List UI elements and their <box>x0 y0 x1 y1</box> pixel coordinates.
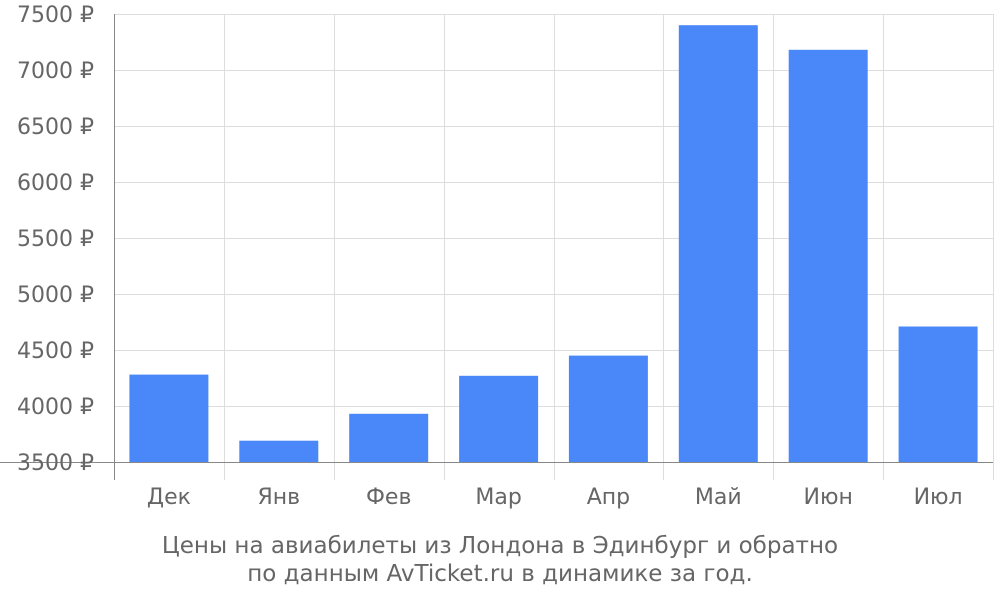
bar-5 <box>568 355 648 462</box>
bar-6 <box>678 25 758 462</box>
axes <box>0 14 993 480</box>
bar-3 <box>349 413 429 462</box>
grid-lines <box>114 14 994 480</box>
y-tick-label: 3500 ₽ <box>17 451 94 476</box>
bar-7 <box>788 49 868 463</box>
x-tick-label: Май <box>695 485 742 510</box>
bar-8 <box>898 326 978 462</box>
bar-1 <box>129 374 209 462</box>
y-tick-label: 6500 ₽ <box>17 115 94 140</box>
x-tick-label: Июл <box>914 485 963 510</box>
x-tick-label: Фев <box>366 485 411 510</box>
bar-4 <box>459 375 539 462</box>
chart-caption: Цены на авиабилеты из Лондона в Эдинбург… <box>0 532 1000 588</box>
x-tick-label: Июн <box>804 485 853 510</box>
caption-line-1: Цены на авиабилеты из Лондона в Эдинбург… <box>161 533 839 559</box>
x-tick-labels: Дек Янв Фев Мар Апр Май Июн Июл <box>147 485 963 510</box>
x-tick-label: Апр <box>587 485 630 510</box>
x-tick-label: Дек <box>147 485 191 510</box>
y-tick-label: 6000 ₽ <box>17 171 94 196</box>
y-tick-label: 4500 ₽ <box>17 339 94 364</box>
bars <box>129 25 978 463</box>
y-tick-label: 7000 ₽ <box>17 59 94 84</box>
y-tick-label: 5500 ₽ <box>17 227 94 252</box>
y-tick-label: 4000 ₽ <box>17 395 94 420</box>
x-tick-label: Янв <box>257 485 300 510</box>
x-tick-label: Мар <box>475 485 521 510</box>
bar-2 <box>239 440 319 462</box>
caption-line-2: по данным AvTicket.ru в динамике за год. <box>247 561 753 587</box>
y-tick-labels: 3500 ₽ 4000 ₽ 4500 ₽ 5000 ₽ 5500 ₽ 6000 ₽ 6500… <box>17 3 94 476</box>
y-tick-label: 5000 ₽ <box>17 283 94 308</box>
y-tick-label: 7500 ₽ <box>17 3 94 28</box>
